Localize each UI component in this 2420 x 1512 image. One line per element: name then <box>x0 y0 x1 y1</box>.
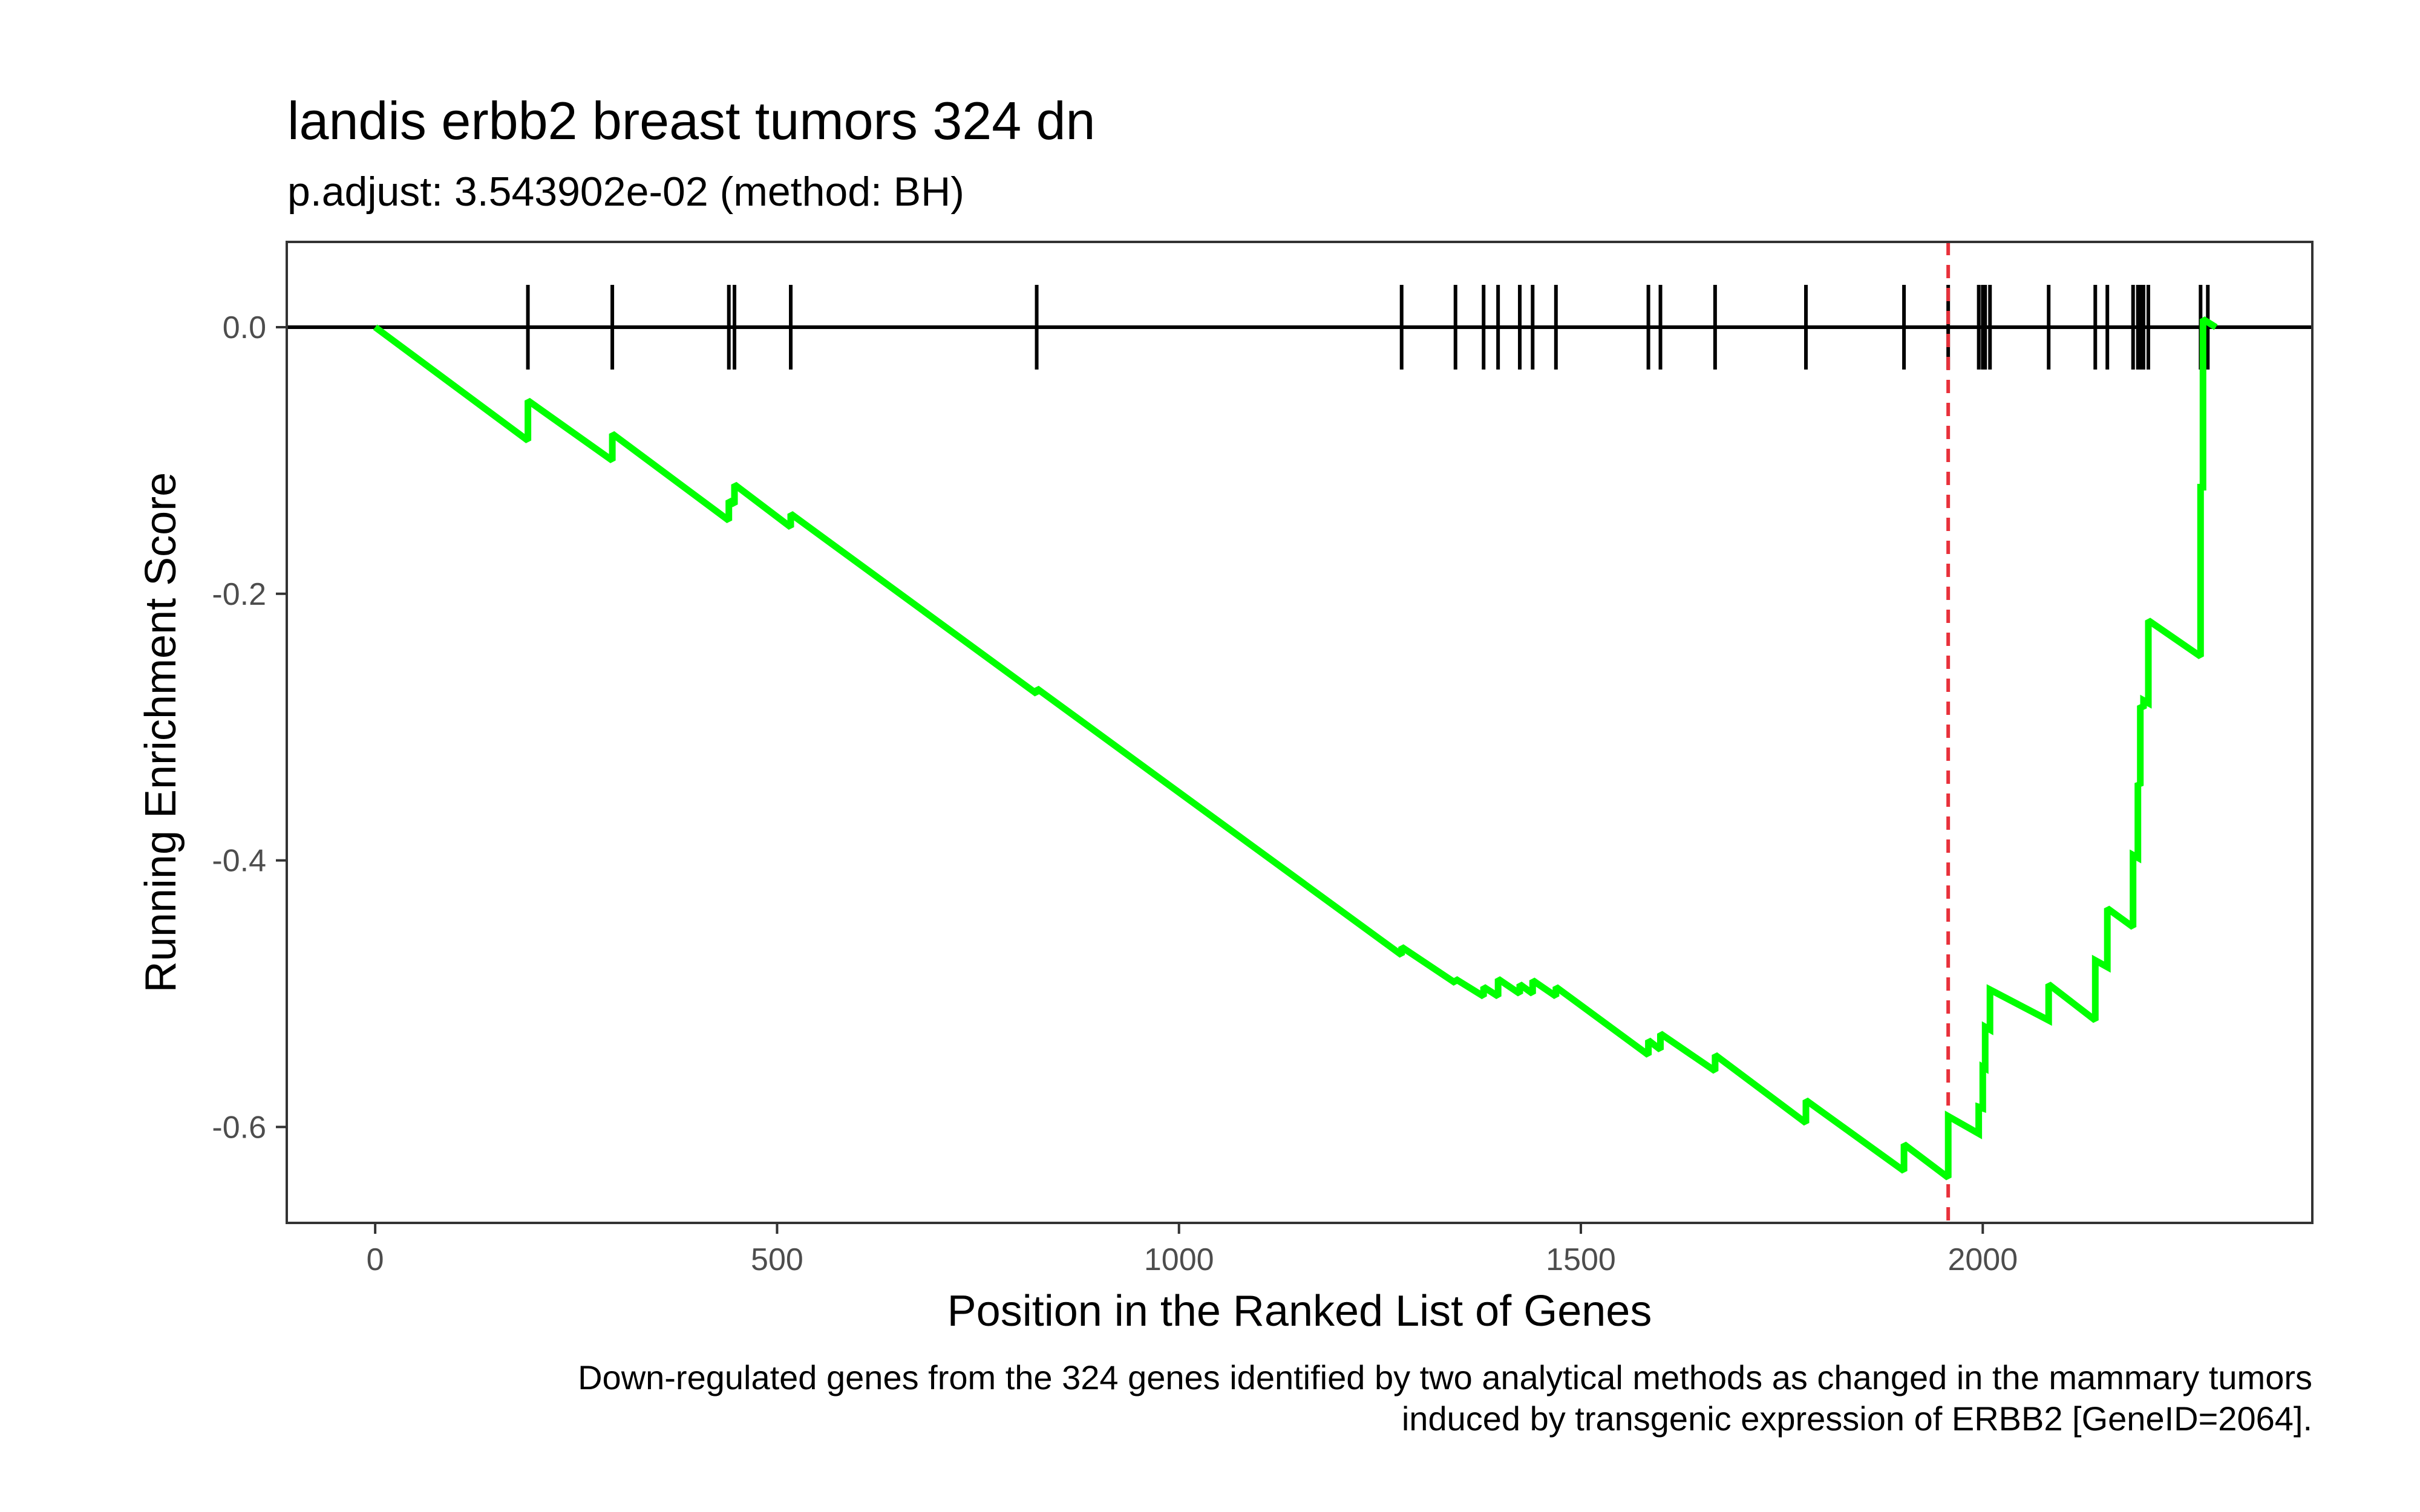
y-tick-label: -0.4 <box>212 844 266 879</box>
x-axis: 0 500 1000 1500 2000 <box>367 1223 2018 1277</box>
caption-line-2: induced by transgenic expression of ERBB… <box>1402 1400 2312 1438</box>
chart-subtitle: p.adjust: 3.543902e-02 (method: BH) <box>287 169 964 215</box>
x-tick-label: 0 <box>367 1242 384 1277</box>
x-tick-label: 1500 <box>1546 1242 1616 1277</box>
running-score-layer <box>373 316 2218 1181</box>
running-enrichment-score-line <box>373 316 2218 1181</box>
x-tick-label: 500 <box>751 1242 803 1277</box>
gene-hit-ticks <box>526 285 2210 370</box>
plot-panel-border <box>286 241 2314 1224</box>
plot-area <box>287 242 2312 1223</box>
y-tick-label: 0.0 <box>223 310 266 345</box>
chart-title: landis erbb2 breast tumors 324 dn <box>287 91 1095 151</box>
x-tick-label: 1000 <box>1144 1242 1214 1277</box>
x-tick-label: 2000 <box>1947 1242 2018 1277</box>
x-axis-title: Position in the Ranked List of Genes <box>947 1287 1652 1335</box>
y-tick-label: -0.2 <box>212 577 266 612</box>
caption-line-1: Down-regulated genes from the 324 genes … <box>578 1358 2312 1396</box>
y-axis-title: Running Enrichment Score <box>137 472 185 992</box>
y-tick-label: -0.6 <box>212 1110 266 1145</box>
y-axis: 0.0 -0.2 -0.4 -0.6 <box>212 310 287 1145</box>
